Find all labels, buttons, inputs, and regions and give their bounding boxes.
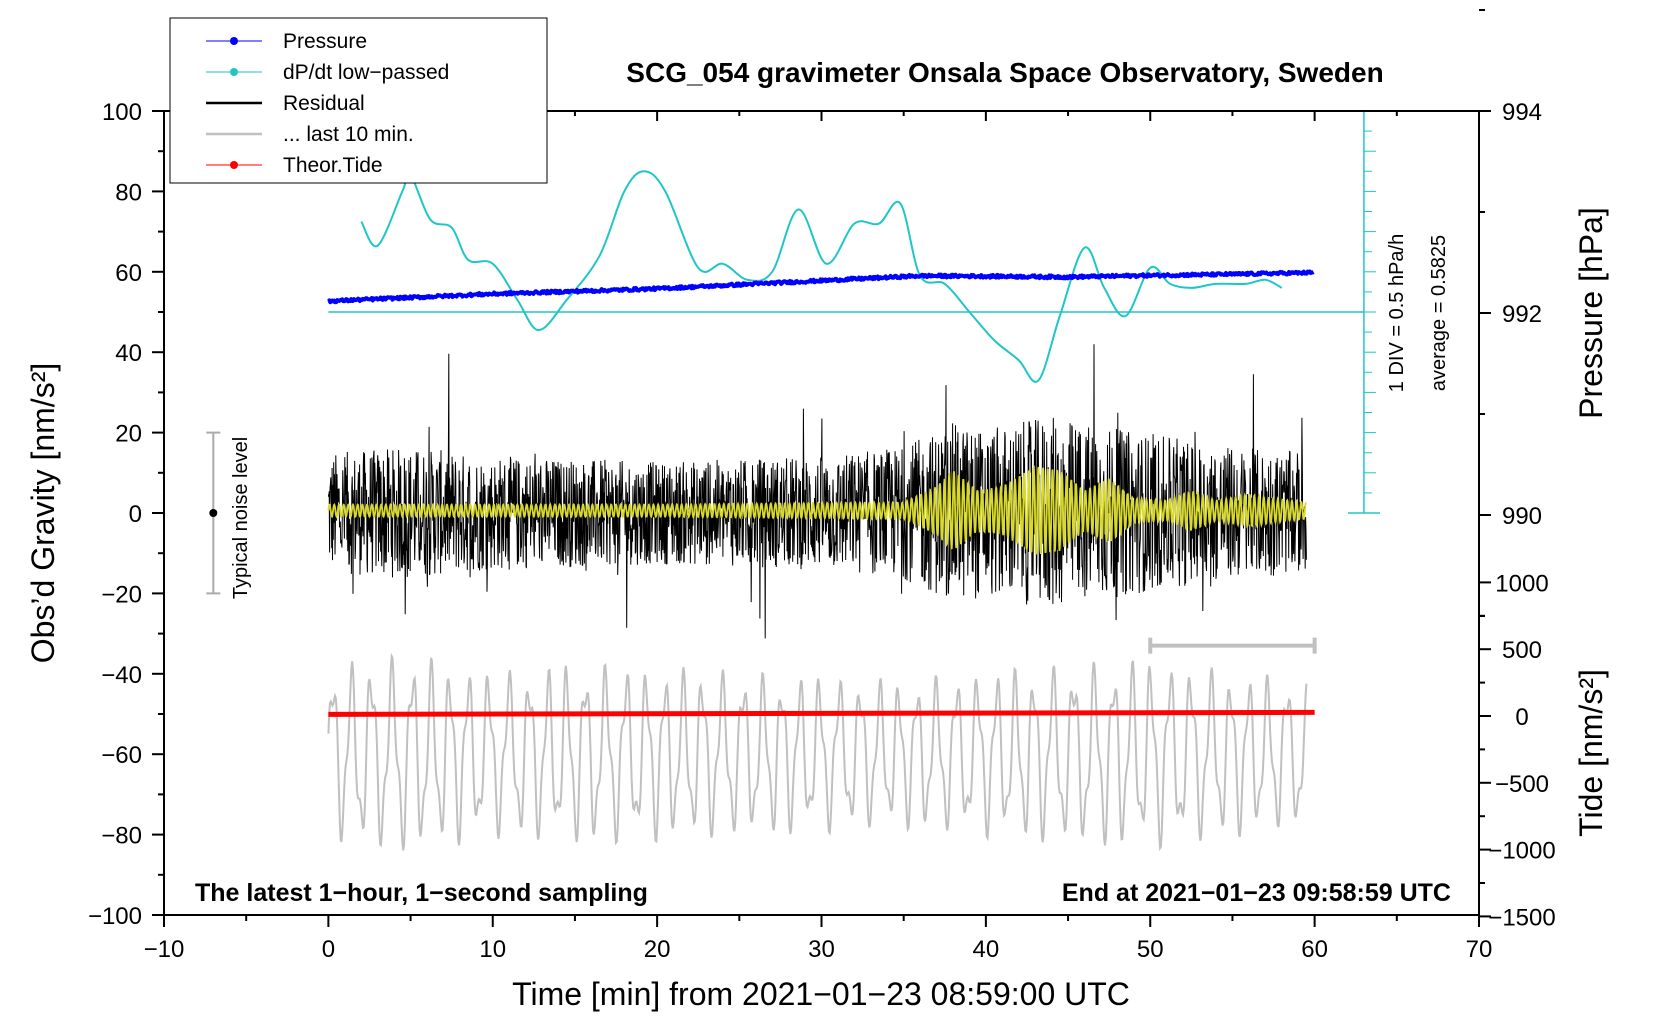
x-tick-label: 0 [322,936,335,963]
last-10-min-bar [1148,637,1317,654]
y-tick-label: −100 [88,903,142,930]
pressure-tick-label: 990 [1502,503,1542,530]
axis-ticks: −10 0 10 20 30 40 50 60 70−100−80−60−40−20020406… [88,9,1556,963]
y-axis-label-left: Obs’d Gravity [nm/s²] [25,363,61,664]
legend-label-pressure: Pressure [283,30,367,53]
y-tick-label: −80 [101,823,142,850]
last-10-min-series [327,652,1308,852]
noise-bar-dot [209,509,218,517]
y-tick-label: 80 [115,179,142,206]
y-tick-label: −60 [101,742,142,769]
pressure-tick-label: 992 [1502,301,1542,328]
legend-label-dpdt: dP/dt low−passed [283,61,449,84]
legend-label-last10: ... last 10 min. [283,123,414,146]
legend-marks [206,37,262,169]
legend: Pressure dP/dt low−passed Residual ... l… [169,17,548,184]
legend-dot-1 [230,68,238,76]
chart-title: SCG_054 gravimeter Onsala Space Observat… [626,57,1383,88]
legend-dot-4 [230,161,238,169]
legend-dot-0 [230,37,238,45]
tide-tick-label: −1500 [1488,904,1555,931]
y-tick-label: 40 [115,340,142,367]
pressure-line [327,269,1315,305]
residual-lowpass-line [327,464,1307,555]
x-tick-label: 60 [1301,936,1328,963]
noise-level-label: Typical noise level [230,437,252,599]
tide-tick-label: −1000 [1488,838,1555,865]
sampling-note: The latest 1−hour, 1−second sampling [195,879,648,907]
pressure-div-scale [1347,110,1380,514]
dpdt-line [360,170,1283,383]
tide-tick-label: 0 [1515,704,1528,731]
legend-box [169,17,548,184]
y-tick-label: −20 [101,581,142,608]
legend-label-tide: Theor.Tide [283,154,383,177]
x-axis-label: Time [min] from 2021−01−23 08:59:00 UTC [512,976,1130,1012]
y-tick-label: 20 [115,421,142,448]
last-10-min-line [327,652,1308,852]
y-axis-label-pressure: Pressure [hPa] [1573,207,1609,419]
x-tick-label: 40 [973,936,1000,963]
div-scale-label: 1 DIV = 0.5 hPa/h [1386,234,1408,392]
y-tick-label: 100 [102,99,142,126]
x-tick-label: −10 [144,936,185,963]
tide-line [328,709,1315,717]
theor-tide-series [328,709,1315,717]
y-tick-label: 0 [129,501,142,528]
x-tick-label: 10 [479,936,506,963]
x-tick-label: 30 [808,936,835,963]
x-tick-label: 70 [1466,936,1493,963]
dpdt-series [328,170,1364,383]
legend-label-residual: Residual [283,92,365,115]
y-tick-label: −40 [101,662,142,689]
end-time-note: End at 2021−01−23 09:58:59 UTC [1062,879,1451,907]
tide-tick-label: 500 [1502,637,1542,664]
tide-tick-label: 1000 [1495,570,1548,597]
pressure-tick-label: 994 [1502,99,1542,126]
residual-lowpass-series [327,464,1307,555]
average-label: average = 0.5825 [1428,235,1450,391]
y-tick-label: 60 [115,260,142,287]
x-tick-label: 50 [1137,936,1164,963]
x-tick-label: 20 [644,936,671,963]
noise-level-bar [206,431,221,595]
tide-tick-label: −500 [1495,771,1549,798]
pressure-series [327,269,1315,305]
y-axis-label-tide: Tide [nm/s²] [1573,669,1609,837]
